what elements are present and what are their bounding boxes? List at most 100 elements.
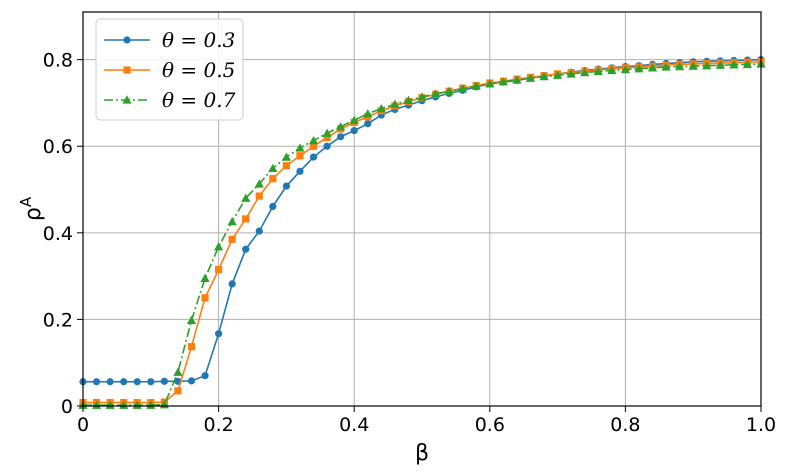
data-point bbox=[634, 64, 644, 73]
data-point bbox=[120, 378, 128, 386]
legend-marker bbox=[123, 66, 131, 74]
data-point bbox=[281, 152, 291, 161]
data-point bbox=[269, 202, 277, 211]
legend-entry: θ = 0.5 bbox=[104, 58, 235, 82]
data-point bbox=[200, 273, 210, 282]
plot-series bbox=[78, 56, 766, 409]
data-point bbox=[282, 162, 290, 170]
legend-label: θ = 0.7 bbox=[162, 88, 236, 112]
data-point bbox=[296, 167, 304, 175]
y-tick-label: 0.8 bbox=[43, 50, 73, 72]
axis-ticks: 0 0.2 0.4 0.6 0.8 1.0 0 0.2 0.4 0.6 0.8 bbox=[43, 50, 776, 436]
legend-box bbox=[95, 18, 244, 121]
data-point bbox=[254, 179, 264, 188]
data-point bbox=[201, 372, 209, 380]
data-point bbox=[147, 378, 155, 386]
data-point bbox=[242, 245, 250, 253]
data-point bbox=[215, 330, 223, 338]
data-point bbox=[742, 59, 753, 69]
series-3 bbox=[78, 59, 766, 409]
data-point bbox=[296, 152, 304, 160]
legend-entry: θ = 0.7 bbox=[104, 88, 236, 112]
data-point bbox=[255, 227, 263, 235]
x-tick-label: 0.4 bbox=[339, 414, 369, 436]
x-tick-label: 0.2 bbox=[203, 414, 233, 436]
data-point bbox=[241, 193, 251, 202]
data-point bbox=[228, 280, 236, 288]
data-point bbox=[620, 64, 630, 74]
data-point bbox=[688, 61, 698, 70]
data-point bbox=[186, 315, 197, 324]
data-point bbox=[269, 175, 277, 183]
y-axis-label-base: ρ bbox=[21, 207, 46, 221]
data-point bbox=[119, 400, 129, 409]
data-point bbox=[215, 266, 223, 274]
data-point bbox=[430, 89, 441, 98]
y-axis-label: ρA bbox=[17, 196, 46, 221]
data-point bbox=[308, 135, 319, 145]
data-point bbox=[512, 75, 522, 84]
data-point bbox=[242, 215, 250, 223]
legend-label: θ = 0.5 bbox=[162, 58, 235, 82]
data-point bbox=[485, 79, 495, 88]
legend-entry: θ = 0.3 bbox=[104, 28, 235, 52]
data-point bbox=[390, 99, 400, 108]
data-point bbox=[255, 192, 263, 200]
data-point bbox=[133, 378, 141, 386]
data-point bbox=[525, 73, 536, 82]
y-tick-label: 0.4 bbox=[43, 223, 73, 245]
data-point bbox=[295, 143, 305, 152]
data-point bbox=[350, 127, 358, 135]
data-point bbox=[471, 81, 481, 90]
data-point bbox=[715, 60, 725, 69]
data-point bbox=[214, 242, 224, 251]
data-point bbox=[132, 400, 142, 409]
x-tick-label: 1.0 bbox=[746, 414, 776, 436]
data-point bbox=[661, 62, 671, 71]
data-point bbox=[702, 61, 712, 70]
data-point bbox=[607, 65, 617, 75]
data-point bbox=[323, 142, 331, 150]
data-point bbox=[92, 378, 101, 386]
data-point bbox=[268, 163, 278, 172]
legend-marker bbox=[122, 95, 132, 104]
data-point bbox=[403, 95, 414, 105]
data-point bbox=[444, 86, 454, 95]
x-tick-label: 0.6 bbox=[475, 414, 505, 436]
data-point bbox=[309, 142, 318, 150]
data-point bbox=[566, 69, 576, 78]
legend-label: θ = 0.3 bbox=[162, 28, 235, 52]
x-tick-label: 0 bbox=[77, 414, 89, 436]
y-axis-label-superscript: A bbox=[17, 196, 35, 207]
data-point bbox=[146, 400, 156, 409]
data-point bbox=[729, 60, 739, 69]
data-point bbox=[458, 84, 468, 93]
y-tick-label: 0.2 bbox=[43, 309, 73, 331]
y-tick-label: 0 bbox=[61, 396, 73, 418]
legend-marker bbox=[123, 36, 131, 44]
data-point bbox=[228, 235, 236, 243]
data-point bbox=[376, 103, 386, 113]
y-tick-label: 0.6 bbox=[43, 136, 73, 158]
legend: θ = 0.3 θ = 0.5 θ = 0.7 bbox=[95, 18, 244, 121]
x-tick-label: 0.8 bbox=[610, 414, 640, 436]
data-point bbox=[309, 153, 318, 161]
data-point bbox=[336, 122, 346, 131]
data-point bbox=[282, 182, 290, 190]
data-point bbox=[337, 133, 345, 141]
data-point bbox=[593, 66, 603, 75]
data-point bbox=[647, 63, 658, 72]
data-point bbox=[227, 216, 237, 226]
data-point bbox=[323, 133, 331, 142]
data-point bbox=[417, 92, 427, 101]
data-point bbox=[363, 109, 373, 118]
data-point bbox=[675, 61, 685, 71]
x-axis-label: β bbox=[415, 441, 429, 466]
data-point bbox=[349, 115, 359, 124]
data-point bbox=[187, 377, 196, 385]
data-point bbox=[201, 294, 209, 302]
data-point bbox=[187, 343, 196, 351]
data-point bbox=[322, 128, 332, 137]
data-point bbox=[498, 77, 508, 86]
